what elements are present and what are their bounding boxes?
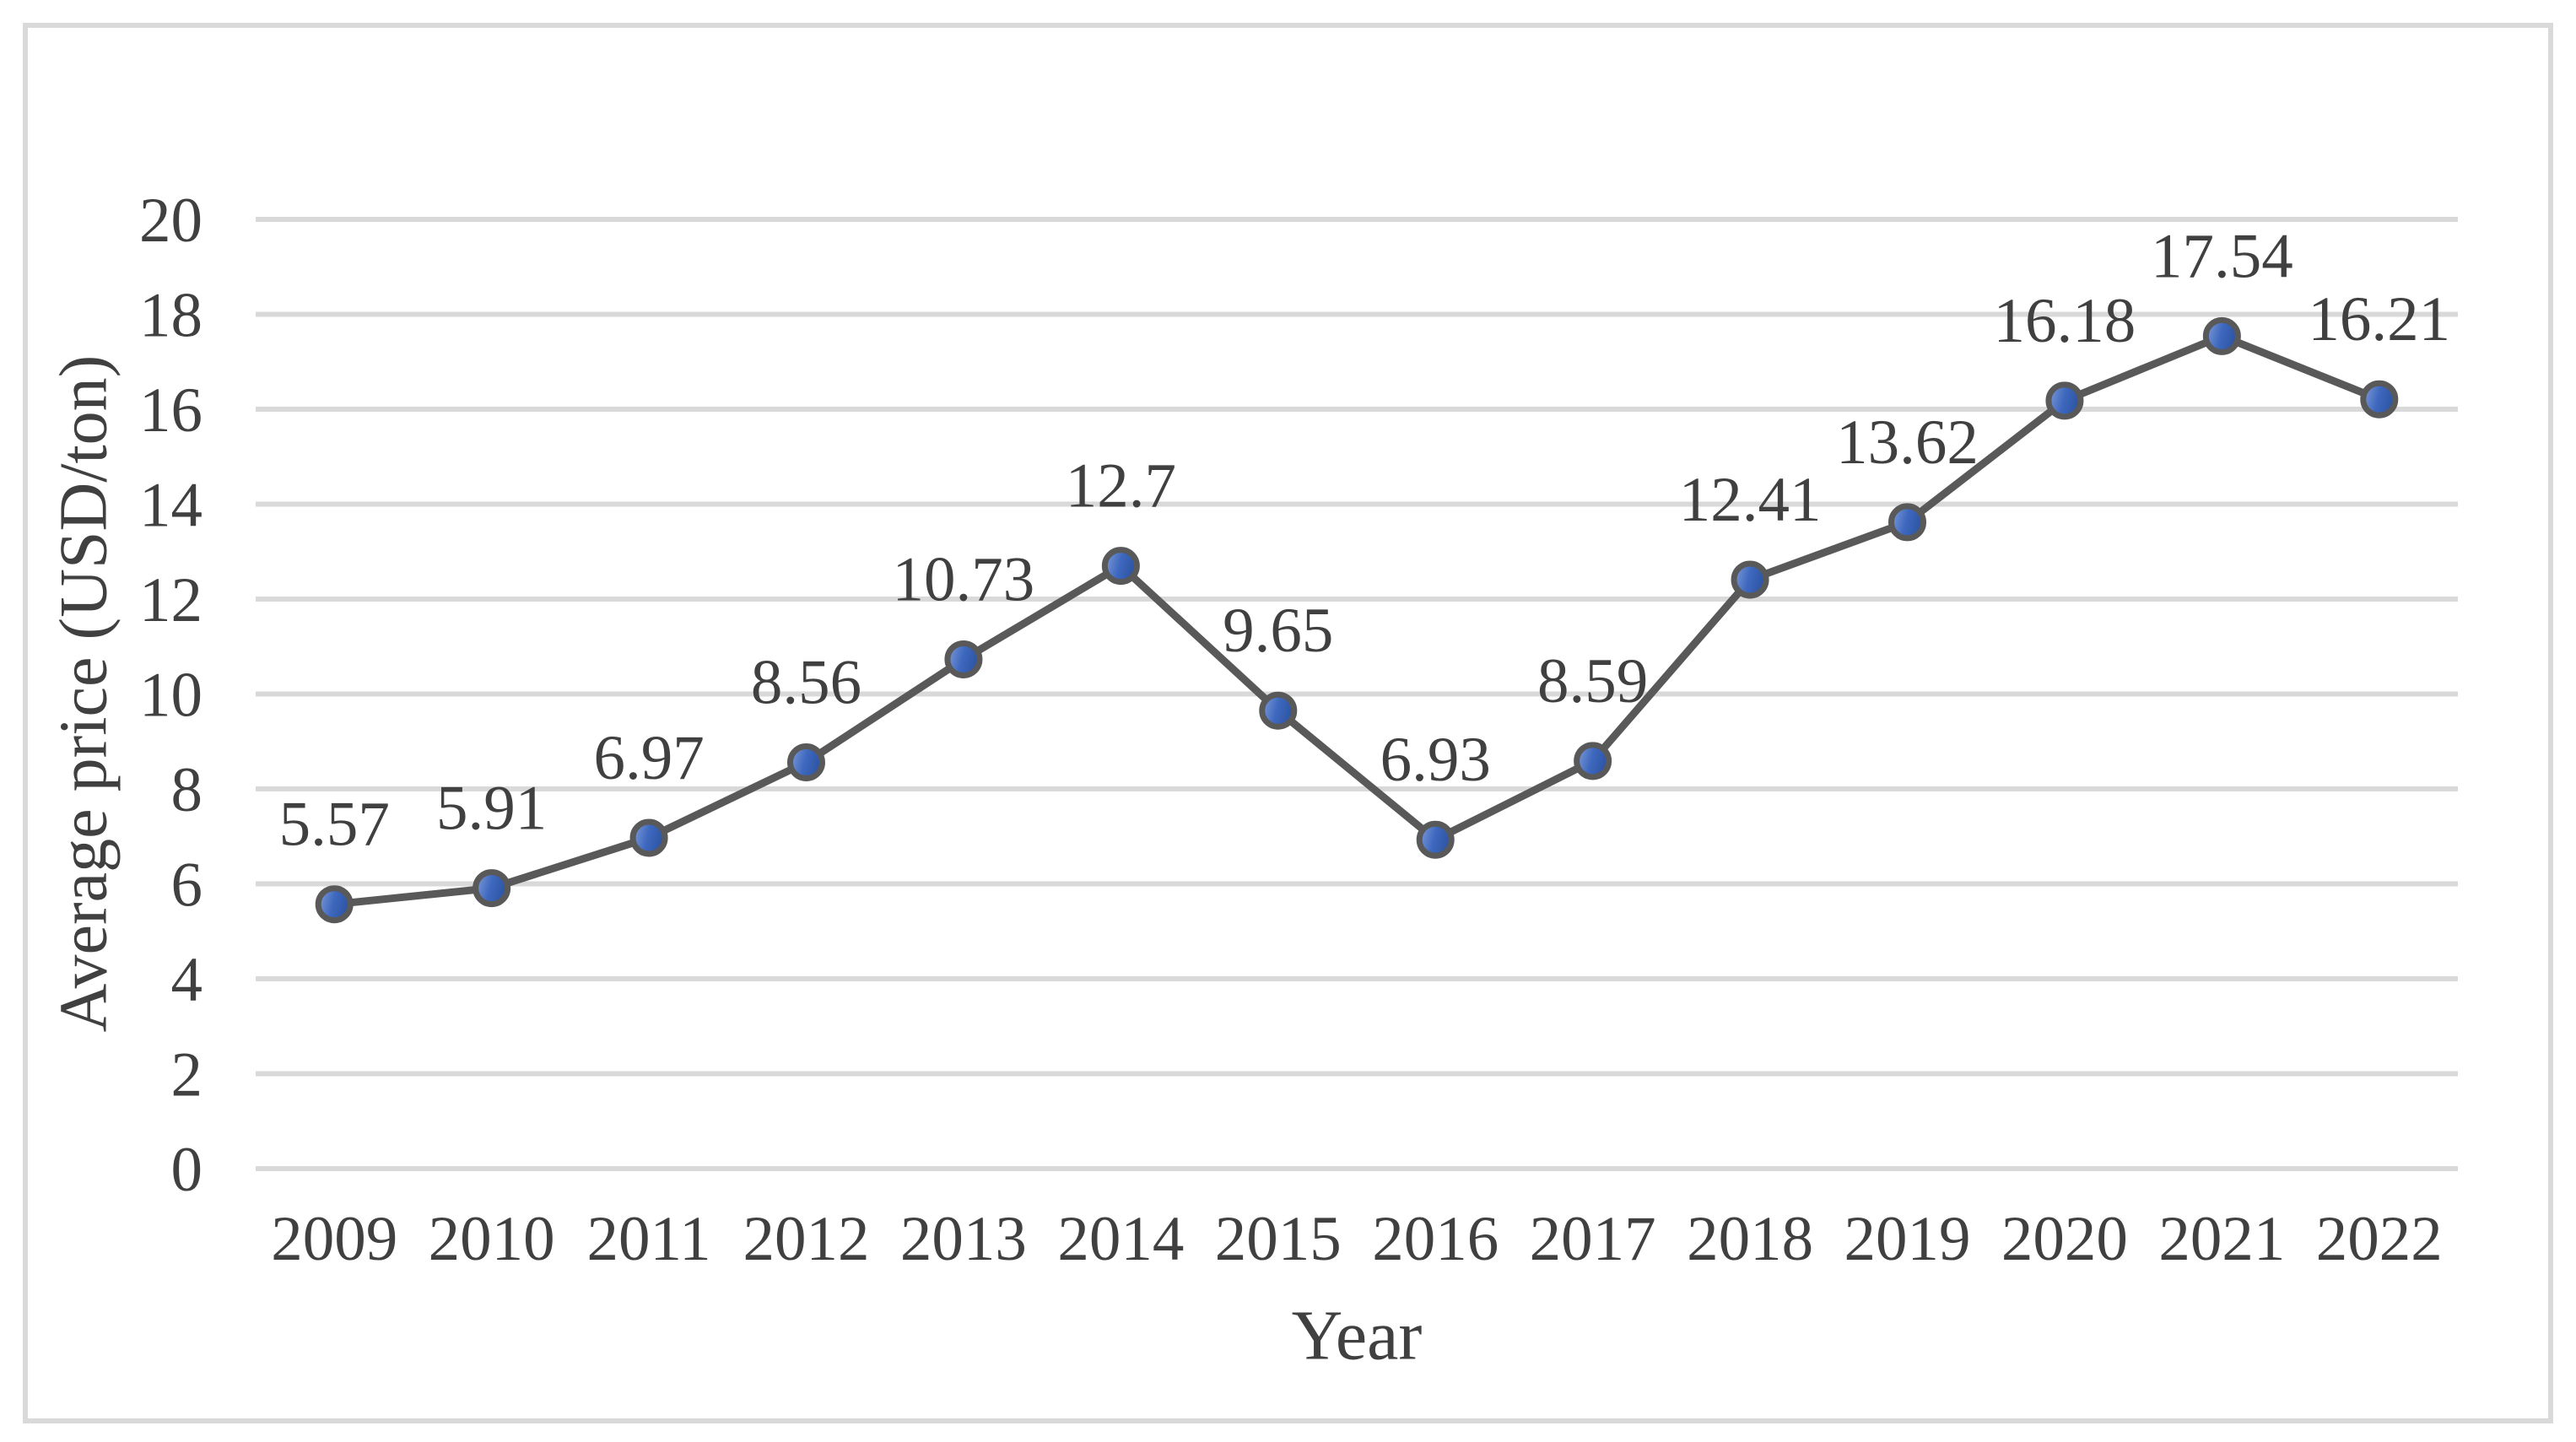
data-labels: 5.57 5.91 6.97 8.56 10.73 12.7 9.65 6.93 8.59 12.… — [279, 221, 2451, 859]
data-point-marker — [2202, 316, 2241, 355]
x-tick-label: 2019 — [1844, 1204, 1971, 1274]
data-point-label: 10.73 — [893, 544, 1035, 614]
data-point-label: 6.93 — [1380, 725, 1491, 795]
x-tick-label: 2013 — [900, 1204, 1027, 1274]
data-point-marker — [1259, 691, 1298, 730]
data-point-marker — [1101, 547, 1140, 586]
y-tick-label: 0 — [171, 1135, 203, 1205]
data-point-marker — [629, 818, 668, 857]
data-point-label: 17.54 — [2151, 221, 2293, 291]
y-tick-label: 2 — [171, 1040, 203, 1110]
data-point-label: 16.21 — [2308, 284, 2450, 354]
gridlines — [256, 217, 2458, 1171]
data-point-label: 9.65 — [1223, 596, 1333, 666]
x-axis-title: Year — [1291, 1296, 1423, 1375]
x-tick-label: 2016 — [1372, 1204, 1499, 1274]
x-tick-label: 2012 — [743, 1204, 870, 1274]
data-point-marker — [1888, 503, 1926, 542]
y-tick-label: 14 — [139, 471, 203, 541]
x-tick-label: 2017 — [1530, 1204, 1656, 1274]
data-point-label: 8.59 — [1537, 646, 1648, 716]
y-tick-label: 10 — [139, 661, 203, 731]
data-point-label: 12.41 — [1679, 465, 1822, 535]
data-point-marker — [1574, 742, 1612, 780]
y-tick-label: 12 — [139, 565, 203, 635]
data-point-label: 6.97 — [593, 723, 704, 793]
x-tick-label: 2009 — [271, 1204, 397, 1274]
data-point-marker — [473, 869, 511, 908]
y-tick-label: 16 — [139, 375, 203, 446]
y-tick-label: 18 — [139, 281, 203, 351]
data-point-marker — [944, 640, 983, 678]
y-axis-title: Average price (USD/ton) — [46, 354, 122, 1033]
data-point-label: 13.62 — [1836, 408, 1979, 478]
data-point-label: 5.91 — [436, 774, 547, 844]
series-line — [330, 332, 2384, 909]
x-tick-label: 2010 — [429, 1204, 555, 1274]
x-tick-label: 2015 — [1215, 1204, 1342, 1274]
data-point-marker — [2045, 381, 2084, 420]
x-axis-ticks: 2009 2010 2011 2012 2013 2014 2015 2016 2017 2018… — [271, 1204, 2443, 1274]
x-tick-label: 2018 — [1687, 1204, 1813, 1274]
y-axis-ticks: 0 2 4 6 8 10 12 14 16 18 20 — [139, 186, 203, 1205]
y-tick-label: 8 — [171, 755, 203, 825]
x-tick-label: 2020 — [2001, 1204, 2128, 1274]
data-point-marker — [315, 885, 354, 924]
data-series — [315, 316, 2399, 924]
data-point-marker — [787, 743, 825, 781]
x-tick-label: 2021 — [2158, 1204, 2285, 1274]
y-tick-label: 6 — [171, 851, 203, 921]
x-tick-label: 2022 — [2316, 1204, 2443, 1274]
x-tick-label: 2014 — [1057, 1204, 1184, 1274]
data-point-label: 12.7 — [1066, 451, 1176, 521]
y-tick-label: 20 — [139, 186, 203, 256]
data-point-marker — [1731, 560, 1769, 599]
x-tick-label: 2011 — [586, 1204, 710, 1274]
data-point-marker — [1416, 820, 1455, 859]
data-point-label: 5.57 — [279, 790, 390, 860]
data-point-marker — [2360, 380, 2399, 419]
data-point-label: 8.56 — [751, 648, 861, 718]
data-point-label: 16.18 — [1994, 286, 2136, 356]
y-tick-label: 4 — [171, 945, 203, 1015]
